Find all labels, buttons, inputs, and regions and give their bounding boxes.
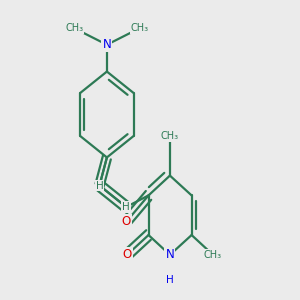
Text: CH₃: CH₃ — [161, 131, 179, 141]
Text: N: N — [103, 38, 111, 51]
Text: O: O — [122, 215, 131, 228]
Text: N: N — [166, 248, 174, 261]
Text: H: H — [96, 181, 103, 190]
Text: O: O — [122, 248, 132, 261]
Text: CH₃: CH₃ — [65, 23, 83, 33]
Text: H: H — [122, 202, 130, 212]
Text: CH₃: CH₃ — [130, 23, 149, 33]
Text: H: H — [166, 275, 174, 285]
Text: CH₃: CH₃ — [204, 250, 222, 260]
